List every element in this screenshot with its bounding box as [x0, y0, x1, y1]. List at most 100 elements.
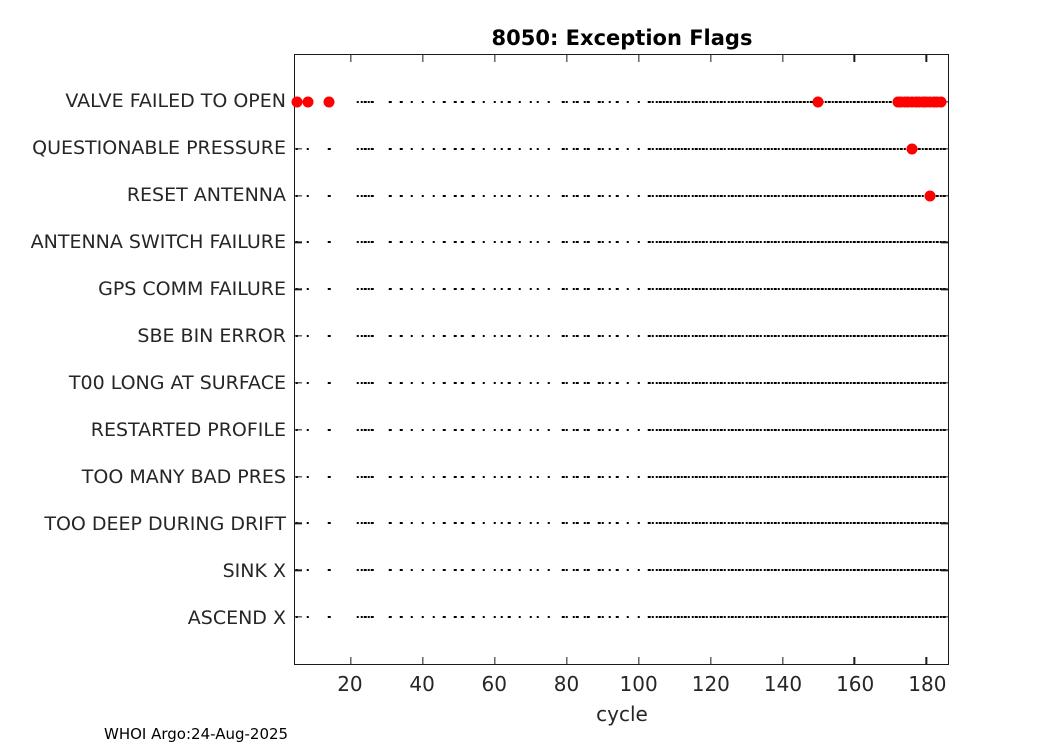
cycle-grid-dot [648, 100, 651, 103]
cycle-grid-dot [756, 569, 759, 572]
cycle-grid-dot [709, 288, 712, 291]
cycle-grid-dot [788, 335, 791, 338]
x-tick-top [422, 55, 424, 62]
cycle-grid-dot [849, 522, 853, 525]
cycle-grid-dot [500, 147, 504, 150]
cycle-grid-dot [687, 241, 691, 244]
cycle-grid-dot [921, 288, 925, 291]
x-tick-label: 120 [691, 672, 730, 696]
cycle-grid-dot [648, 616, 651, 619]
cycle-grid-dot [781, 288, 784, 291]
cycle-grid-dot [709, 475, 712, 478]
cycle-grid-dot [820, 194, 824, 197]
cycle-grid-dot [651, 428, 655, 431]
cycle-grid-dot [723, 616, 727, 619]
cycle-grid-dot [917, 241, 921, 244]
cycle-grid-dot [759, 288, 763, 291]
cycle-grid-dot [518, 616, 522, 619]
cycle-grid-dot [799, 381, 802, 384]
cycle-grid-dot [885, 194, 889, 197]
cycle-grid-dot [583, 335, 586, 338]
cycle-grid-dot [720, 616, 723, 619]
cycle-grid-dot [360, 241, 363, 244]
cycle-grid-dot [583, 241, 586, 244]
cycle-grid-dot [615, 335, 619, 338]
y-tick-right [941, 335, 948, 337]
cycle-grid-dot [666, 475, 669, 478]
cycle-grid-dot [651, 522, 655, 525]
cycle-grid-dot [910, 616, 914, 619]
cycle-grid-dot [327, 475, 331, 478]
cycle-grid-dot [756, 522, 759, 525]
cycle-grid-dot [727, 335, 730, 338]
cycle-grid-dot [658, 194, 662, 197]
cycle-grid-dot [752, 428, 755, 431]
chart-title: 8050: Exception Flags [491, 26, 753, 50]
cycle-grid-dot [831, 569, 835, 572]
cycle-grid-dot [673, 428, 676, 431]
cycle-grid-dot [658, 381, 662, 384]
cycle-grid-dot [363, 288, 367, 291]
cycle-grid-dot [928, 335, 932, 338]
cycle-grid-dot [896, 616, 899, 619]
cycle-grid-dot [702, 475, 705, 478]
cycle-grid-dot [673, 475, 676, 478]
cycle-grid-dot [306, 522, 309, 525]
cycle-grid-dot [421, 335, 424, 338]
cycle-grid-dot [831, 475, 835, 478]
cycle-grid-dot [842, 335, 845, 338]
cycle-grid-dot [831, 194, 835, 197]
cycle-grid-dot [684, 194, 687, 197]
cycle-grid-dot [799, 288, 802, 291]
cycle-grid-dot [935, 381, 939, 384]
cycle-grid-dot [741, 100, 745, 103]
cycle-grid-dot [849, 147, 853, 150]
cycle-grid-dot [824, 241, 827, 244]
cycle-grid-dot [389, 147, 392, 150]
cycle-grid-dot [860, 194, 863, 197]
cycle-grid-dot [878, 475, 881, 478]
cycle-grid-dot [518, 335, 522, 338]
cycle-grid-dot [684, 100, 687, 103]
y-tick-right [941, 194, 948, 197]
cycle-grid-dot [864, 241, 867, 244]
cycle-grid-dot [885, 522, 889, 525]
cycle-grid-dot [881, 475, 885, 478]
cycle-grid-dot [471, 475, 475, 478]
cycle-grid-dot [583, 428, 586, 431]
cycle-grid-dot [421, 475, 424, 478]
cycle-grid-dot [806, 100, 809, 103]
cycle-grid-dot [662, 147, 666, 150]
cycle-grid-dot [655, 522, 658, 525]
cycle-grid-dot [673, 288, 676, 291]
cycle-grid-dot [853, 147, 856, 150]
cycle-grid-dot [461, 147, 464, 150]
cycle-grid-dot [637, 475, 640, 478]
cycle-grid-dot [824, 288, 827, 291]
cycle-grid-dot [774, 522, 777, 525]
cycle-grid-dot [687, 475, 691, 478]
cycle-grid-dot [694, 381, 698, 384]
cycle-grid-dot [482, 428, 486, 431]
cycle-grid-dot [356, 241, 360, 244]
cycle-grid-dot [910, 475, 914, 478]
cycle-grid-dot [853, 241, 856, 244]
cycle-grid-dot [795, 569, 799, 572]
cycle-grid-dot [889, 428, 892, 431]
cycle-grid-dot [738, 241, 741, 244]
cycle-grid-dot [867, 335, 871, 338]
cycle-grid-dot [910, 241, 914, 244]
cycle-grid-dot [453, 569, 457, 572]
cycle-grid-dot [410, 100, 414, 103]
cycle-grid-dot [360, 475, 363, 478]
cycle-grid-dot [586, 616, 590, 619]
cycle-grid-dot [874, 194, 878, 197]
cycle-grid-dot [507, 288, 511, 291]
cycle-grid-dot [637, 569, 640, 572]
cycle-grid-dot [806, 147, 809, 150]
cycle-grid-dot [482, 100, 486, 103]
cycle-grid-dot [608, 241, 612, 244]
cycle-grid-dot [788, 475, 791, 478]
cycle-grid-dot [712, 428, 716, 431]
cycle-grid-dot [651, 194, 655, 197]
